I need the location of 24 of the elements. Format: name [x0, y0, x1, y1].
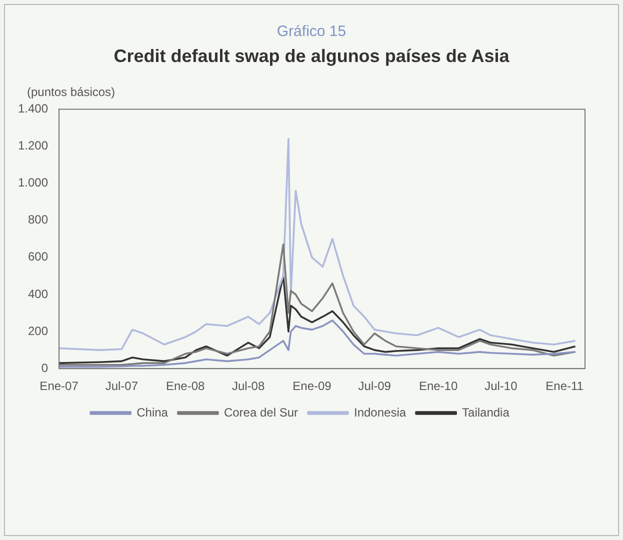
y-tick-label: 800	[28, 212, 48, 227]
x-tick-label: Ene-07	[40, 379, 79, 394]
x-tick-label: Jul-08	[232, 379, 265, 394]
y-axis-title: (puntos básicos)	[27, 85, 116, 99]
y-tick-label: 400	[28, 286, 48, 301]
chart-subtitle: Credit default swap de algunos países de Asia	[112, 46, 510, 67]
x-tick-label: Ene-09	[292, 379, 332, 394]
y-tick-label: 0	[41, 360, 48, 375]
legend-label: Tailandia	[462, 405, 510, 420]
y-tick-label: 1.400	[18, 102, 48, 116]
x-tick-label: Ene-10	[418, 379, 458, 394]
x-tick-label: Ene-08	[166, 379, 205, 394]
legend-label: Indonesia	[354, 405, 406, 420]
x-tick-label: Jul-07	[105, 379, 138, 394]
legend-label: China	[136, 405, 168, 420]
x-tick-label: Ene-11	[546, 379, 584, 394]
legend-label: Corea del Sur	[224, 405, 298, 420]
y-tick-label: 1.000	[18, 176, 48, 190]
y-tick-label: 200	[28, 324, 48, 338]
y-tick-label: 600	[28, 250, 48, 264]
y-tick-label: 1.200	[18, 138, 48, 153]
x-tick-label: Jul-10	[484, 379, 518, 394]
chart-title: Gráfico 15	[276, 23, 348, 40]
x-tick-label: Jul-09	[358, 379, 392, 394]
